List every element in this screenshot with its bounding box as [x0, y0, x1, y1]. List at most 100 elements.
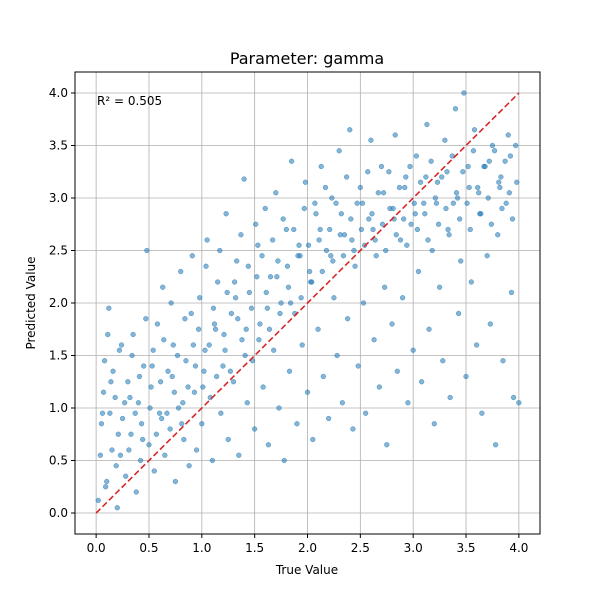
data-point — [274, 274, 280, 280]
data-point — [257, 321, 263, 327]
data-point — [156, 410, 163, 416]
data-point — [457, 216, 463, 222]
data-point — [186, 463, 192, 469]
data-point — [159, 415, 165, 422]
data-point — [372, 237, 378, 243]
data-point — [116, 347, 123, 353]
data-point — [329, 195, 335, 201]
r-squared-annotation: R² = 0.505 — [97, 94, 162, 108]
data-point — [485, 195, 491, 201]
data-point — [357, 184, 363, 191]
data-point — [193, 447, 200, 453]
data-point — [243, 326, 249, 332]
data-point — [286, 368, 293, 374]
data-point — [227, 368, 234, 374]
data-point — [401, 216, 407, 222]
data-point — [444, 169, 450, 175]
data-point — [171, 389, 177, 395]
data-point — [443, 205, 449, 212]
data-point — [132, 410, 138, 416]
x-tick-label: 0.5 — [139, 541, 158, 555]
data-point — [298, 295, 304, 301]
data-point — [180, 400, 186, 406]
data-point — [495, 232, 501, 238]
data-point — [104, 478, 110, 485]
data-point — [252, 426, 258, 432]
data-point — [433, 200, 440, 206]
data-point — [421, 200, 427, 206]
data-point — [331, 295, 337, 301]
data-point — [221, 331, 227, 338]
data-point — [404, 242, 410, 248]
data-point — [133, 489, 139, 495]
data-point — [390, 205, 396, 212]
data-point — [167, 426, 173, 432]
data-point — [245, 263, 251, 269]
data-point — [168, 300, 174, 306]
data-point — [408, 221, 414, 227]
data-point — [309, 279, 315, 285]
data-point — [454, 195, 461, 201]
data-point — [514, 179, 520, 185]
data-point — [154, 321, 161, 327]
data-point — [473, 342, 480, 348]
data-point — [271, 347, 277, 353]
data-point — [182, 316, 188, 322]
data-point — [338, 211, 344, 217]
data-point — [474, 184, 481, 191]
data-point — [129, 352, 135, 359]
data-point — [439, 174, 445, 180]
data-point — [107, 410, 113, 416]
x-axis-label: True Value — [275, 563, 338, 577]
data-point — [119, 415, 126, 422]
data-point — [174, 352, 181, 359]
data-point — [322, 184, 329, 191]
data-point — [447, 394, 453, 401]
data-point — [301, 205, 307, 212]
y-tick-label: 1.0 — [49, 401, 68, 415]
data-point — [299, 342, 305, 348]
data-point — [265, 442, 272, 448]
data-point — [150, 347, 156, 353]
data-point — [302, 179, 309, 185]
data-point — [139, 436, 146, 443]
data-point — [310, 436, 316, 443]
data-point — [287, 300, 294, 306]
data-point — [502, 158, 508, 164]
data-point — [509, 216, 516, 222]
x-tick-label: 0.0 — [87, 541, 106, 555]
data-point — [246, 289, 253, 296]
data-point — [192, 363, 199, 369]
data-point — [375, 190, 381, 196]
y-tick-label: 0.0 — [49, 506, 68, 520]
data-point — [383, 247, 389, 254]
data-point — [396, 184, 403, 191]
data-point — [212, 326, 219, 332]
data-point — [455, 310, 462, 317]
data-point — [128, 431, 134, 437]
data-point — [349, 237, 355, 243]
data-point — [445, 226, 451, 233]
data-point — [141, 363, 147, 369]
data-point — [97, 452, 104, 458]
data-point — [200, 384, 206, 390]
data-point — [354, 200, 360, 206]
data-point — [135, 400, 142, 406]
x-tick-label: 3.5 — [456, 541, 475, 555]
data-point — [215, 279, 221, 285]
data-point — [102, 484, 109, 490]
x-tick-label: 2.0 — [298, 541, 317, 555]
data-point — [508, 289, 515, 296]
data-point — [328, 253, 334, 259]
data-point — [202, 347, 208, 353]
data-point — [109, 447, 115, 453]
data-point — [236, 452, 242, 458]
data-point — [269, 237, 276, 243]
data-point — [118, 342, 125, 348]
data-point — [316, 237, 322, 243]
chart-title: Parameter: gamma — [230, 49, 384, 68]
data-point — [244, 400, 250, 406]
data-point — [503, 200, 509, 206]
data-point — [345, 316, 351, 322]
